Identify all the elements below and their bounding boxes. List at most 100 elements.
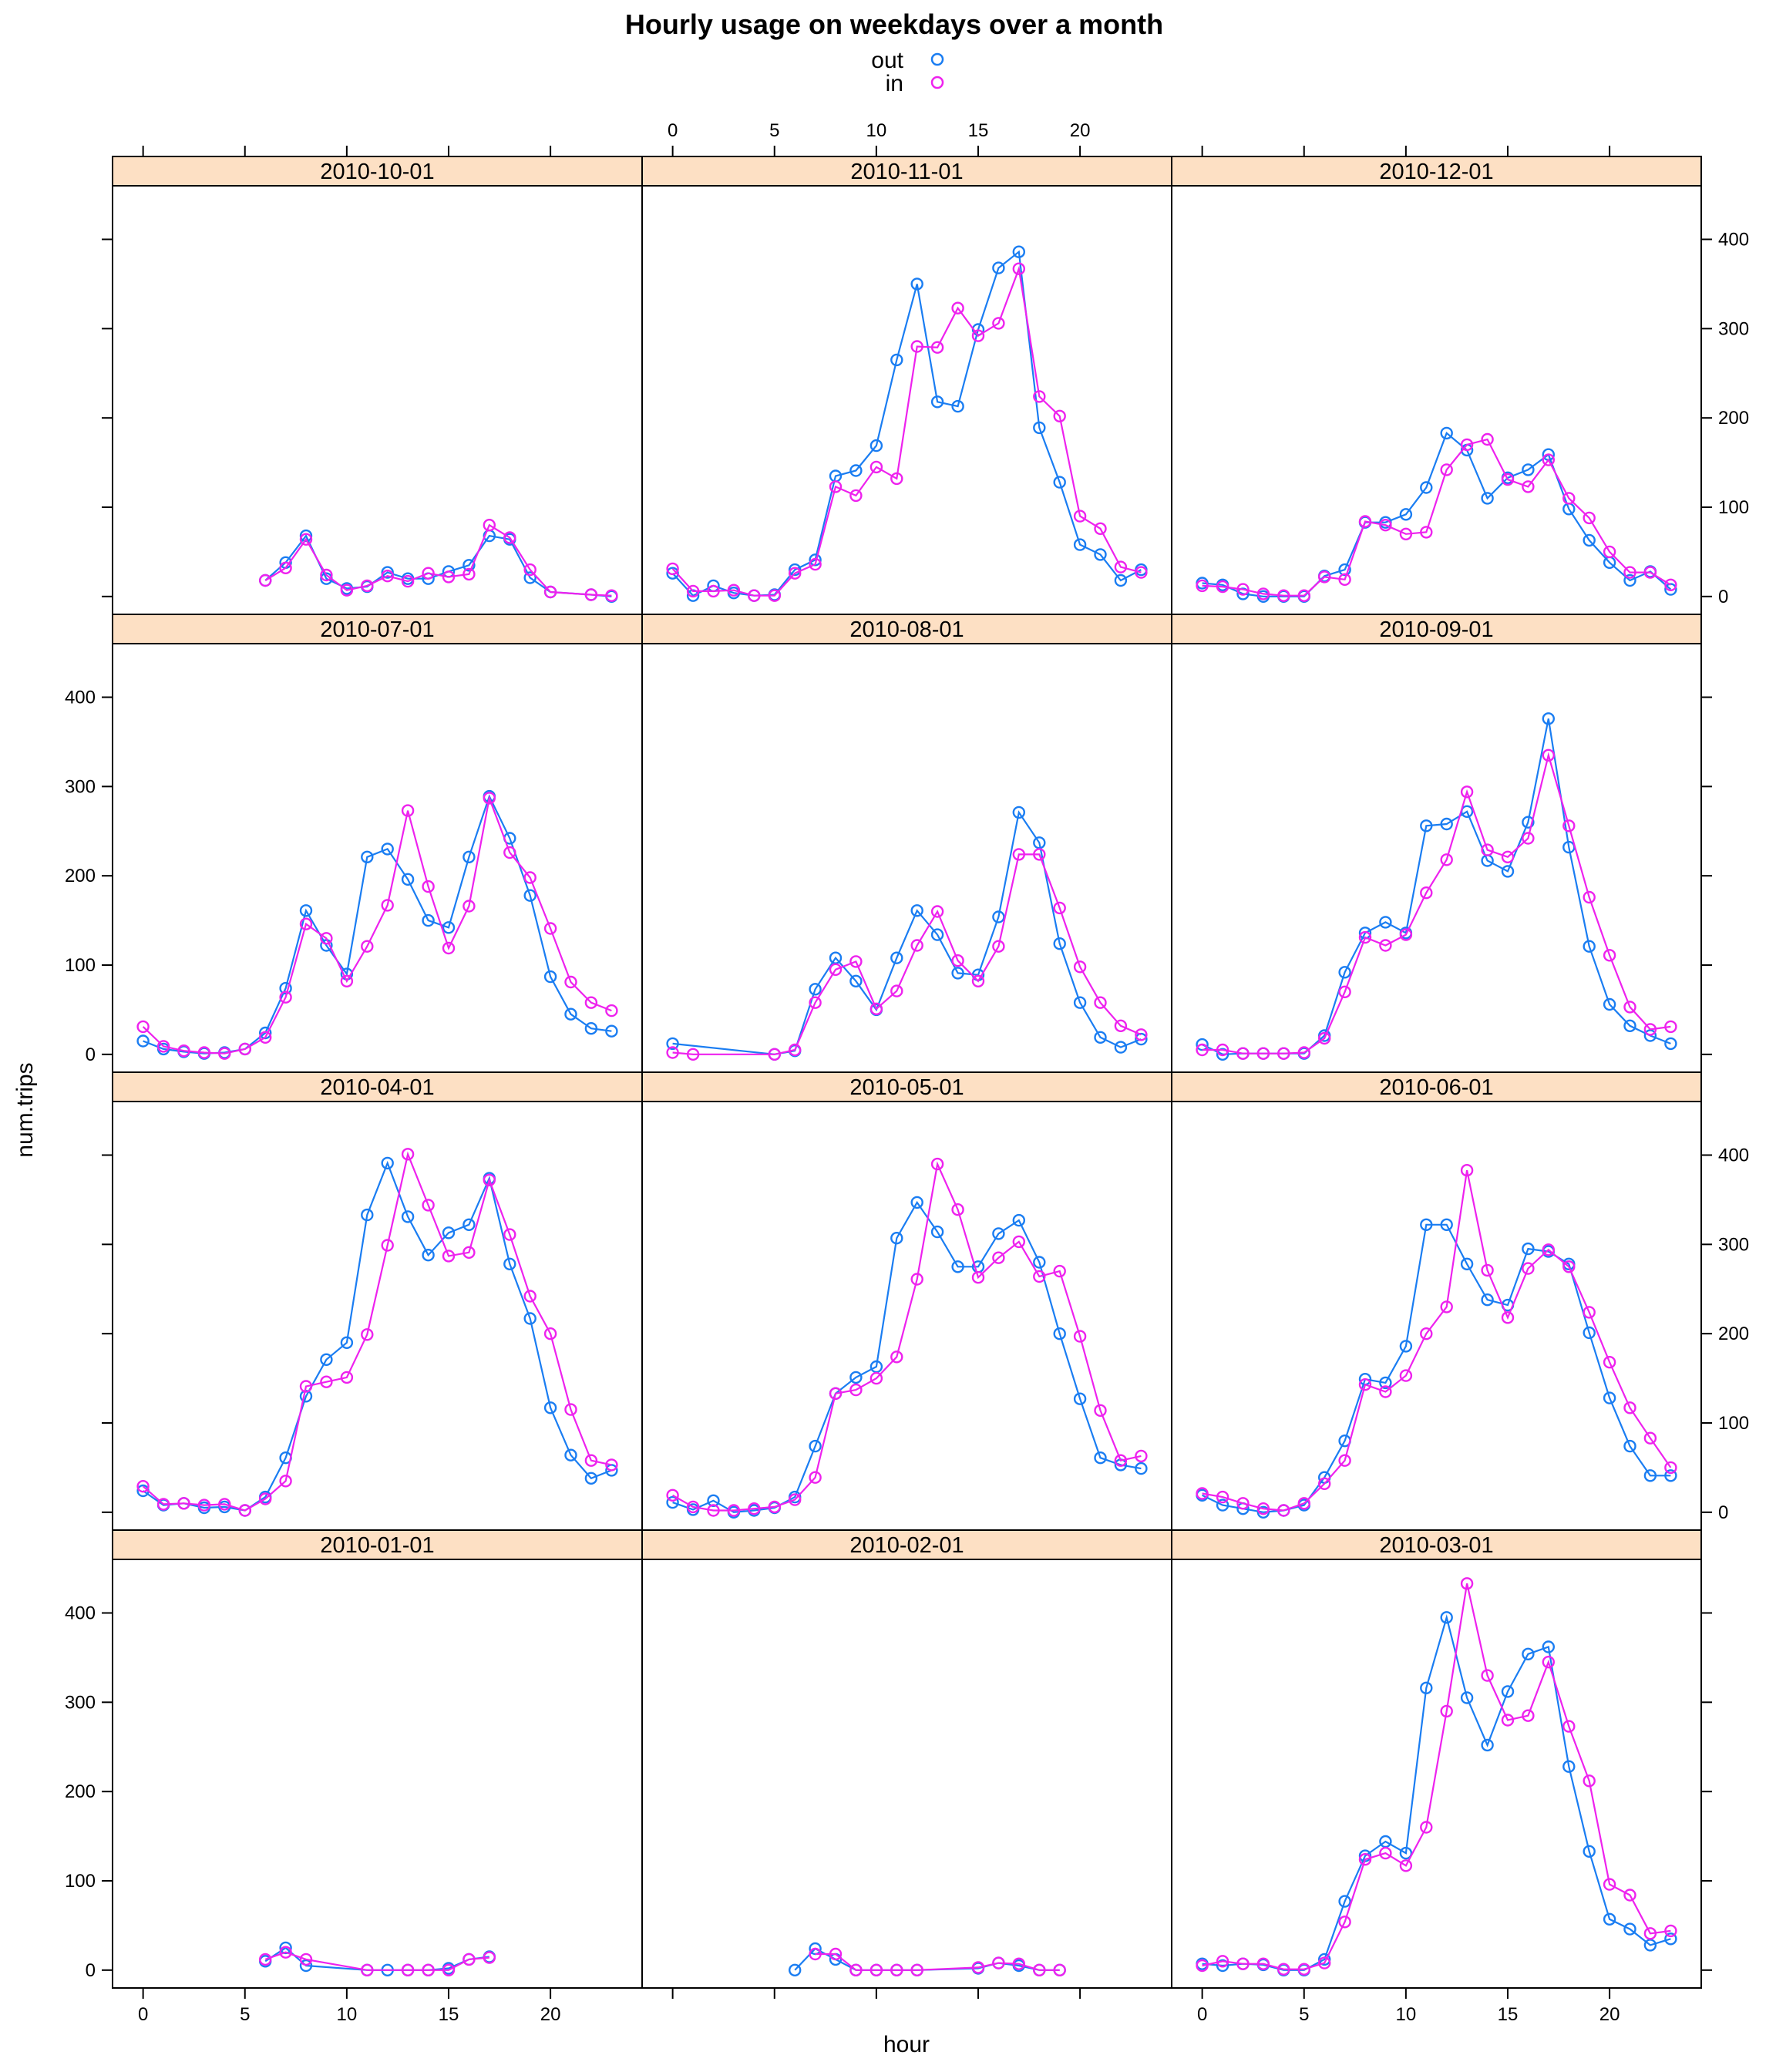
point-in [1256, 1957, 1270, 1970]
point-in [666, 562, 679, 576]
point-in [1583, 1306, 1596, 1319]
point-in [279, 561, 292, 574]
strip-label: 2010-12-01 [1379, 160, 1493, 184]
point-in [1338, 573, 1351, 586]
point-in [320, 1375, 333, 1388]
point-in [422, 1199, 435, 1212]
panel-2010-06-01: 2010-06-01 [1171, 1071, 1702, 1531]
point-in [279, 1946, 292, 1959]
point-in [1094, 522, 1107, 535]
point-out [1603, 997, 1616, 1011]
point-in [401, 1148, 415, 1161]
point-in [910, 340, 923, 353]
strip-label: 2010-07-01 [320, 617, 434, 642]
point-in [1338, 1454, 1351, 1467]
point-in [1643, 566, 1657, 579]
x-tick-label: 15 [1498, 2004, 1519, 2025]
point-out [1033, 1256, 1046, 1269]
point-in [1399, 928, 1413, 941]
point-out [1522, 816, 1535, 829]
point-in [401, 574, 415, 588]
point-out [361, 850, 374, 864]
point-in [1522, 832, 1535, 845]
point-out [381, 843, 394, 856]
point-in [584, 996, 598, 1009]
point-in [1114, 1019, 1128, 1033]
panel-2010-07-01: 2010-07-01 [112, 614, 643, 1073]
series-line-out [671, 250, 1142, 597]
point-in [1522, 1262, 1535, 1275]
point-out [462, 850, 476, 864]
series-line-out [142, 1160, 612, 1512]
point-out [890, 1231, 903, 1245]
point-in [299, 917, 313, 930]
point-in [1196, 579, 1209, 593]
point-out [1603, 1391, 1616, 1404]
point-out [1399, 1846, 1413, 1860]
point-in [910, 1273, 923, 1286]
y-tick-label: 0 [1718, 587, 1728, 607]
point-in [462, 1246, 476, 1260]
point-in [809, 996, 822, 1009]
point-out [299, 529, 313, 543]
point-in [1297, 589, 1311, 602]
point-in [523, 1290, 536, 1303]
point-out [1542, 1640, 1556, 1653]
point-in [1256, 587, 1270, 600]
point-out [910, 278, 923, 291]
point-in [523, 563, 536, 577]
point-in [381, 1239, 394, 1252]
point-in [340, 974, 354, 988]
x-tick-label: 10 [866, 120, 887, 141]
point-in [361, 1328, 374, 1341]
strip-label: 2010-11-01 [850, 160, 963, 184]
x-tick-label: 15 [968, 120, 989, 141]
point-out [849, 1371, 863, 1384]
point-in [1358, 930, 1372, 944]
point-in [1379, 1385, 1392, 1398]
strip-label: 2010-05-01 [849, 1075, 964, 1100]
panel-2010-05-01: 2010-05-01 [641, 1071, 1172, 1531]
point-in [279, 991, 292, 1004]
point-in [1114, 1454, 1128, 1467]
point-in [259, 1031, 272, 1044]
point-in [1256, 1047, 1270, 1060]
point-out [340, 1336, 354, 1350]
point-out [951, 1260, 964, 1273]
chart-title: Hourly usage on weekdays over a month [625, 8, 1163, 40]
series-line-out [1202, 1223, 1671, 1513]
point-in [197, 1498, 211, 1512]
point-out [442, 1226, 456, 1240]
point-out [1420, 1681, 1433, 1695]
panel-frame [1171, 1559, 1702, 1989]
point-out [1073, 996, 1087, 1009]
point-out [299, 904, 313, 917]
point-in [1135, 1028, 1148, 1041]
strip-label: 2010-03-01 [1379, 1533, 1493, 1558]
point-in [259, 1492, 272, 1505]
point-out [442, 921, 456, 934]
point-in [829, 1387, 843, 1401]
point-out [870, 439, 883, 452]
point-out [992, 910, 1005, 923]
point-in [442, 570, 456, 584]
point-in [1603, 545, 1616, 559]
point-in [890, 472, 903, 486]
legend: out in [871, 48, 944, 96]
point-out [1256, 1505, 1270, 1519]
point-in [1562, 1720, 1576, 1733]
point-in [1297, 1963, 1311, 1976]
point-in [930, 905, 944, 918]
strip-2010-07-01 [112, 614, 643, 644]
point-out [666, 567, 679, 580]
point-out [1562, 1760, 1576, 1773]
point-in [442, 941, 456, 955]
point-out [422, 1248, 435, 1262]
point-out [890, 951, 903, 964]
point-in [1033, 1963, 1046, 1977]
point-in [1277, 589, 1290, 602]
point-in [1623, 566, 1636, 579]
point-in [890, 1350, 903, 1364]
y-tick-label: 0 [86, 1044, 96, 1065]
point-in [1073, 510, 1087, 523]
